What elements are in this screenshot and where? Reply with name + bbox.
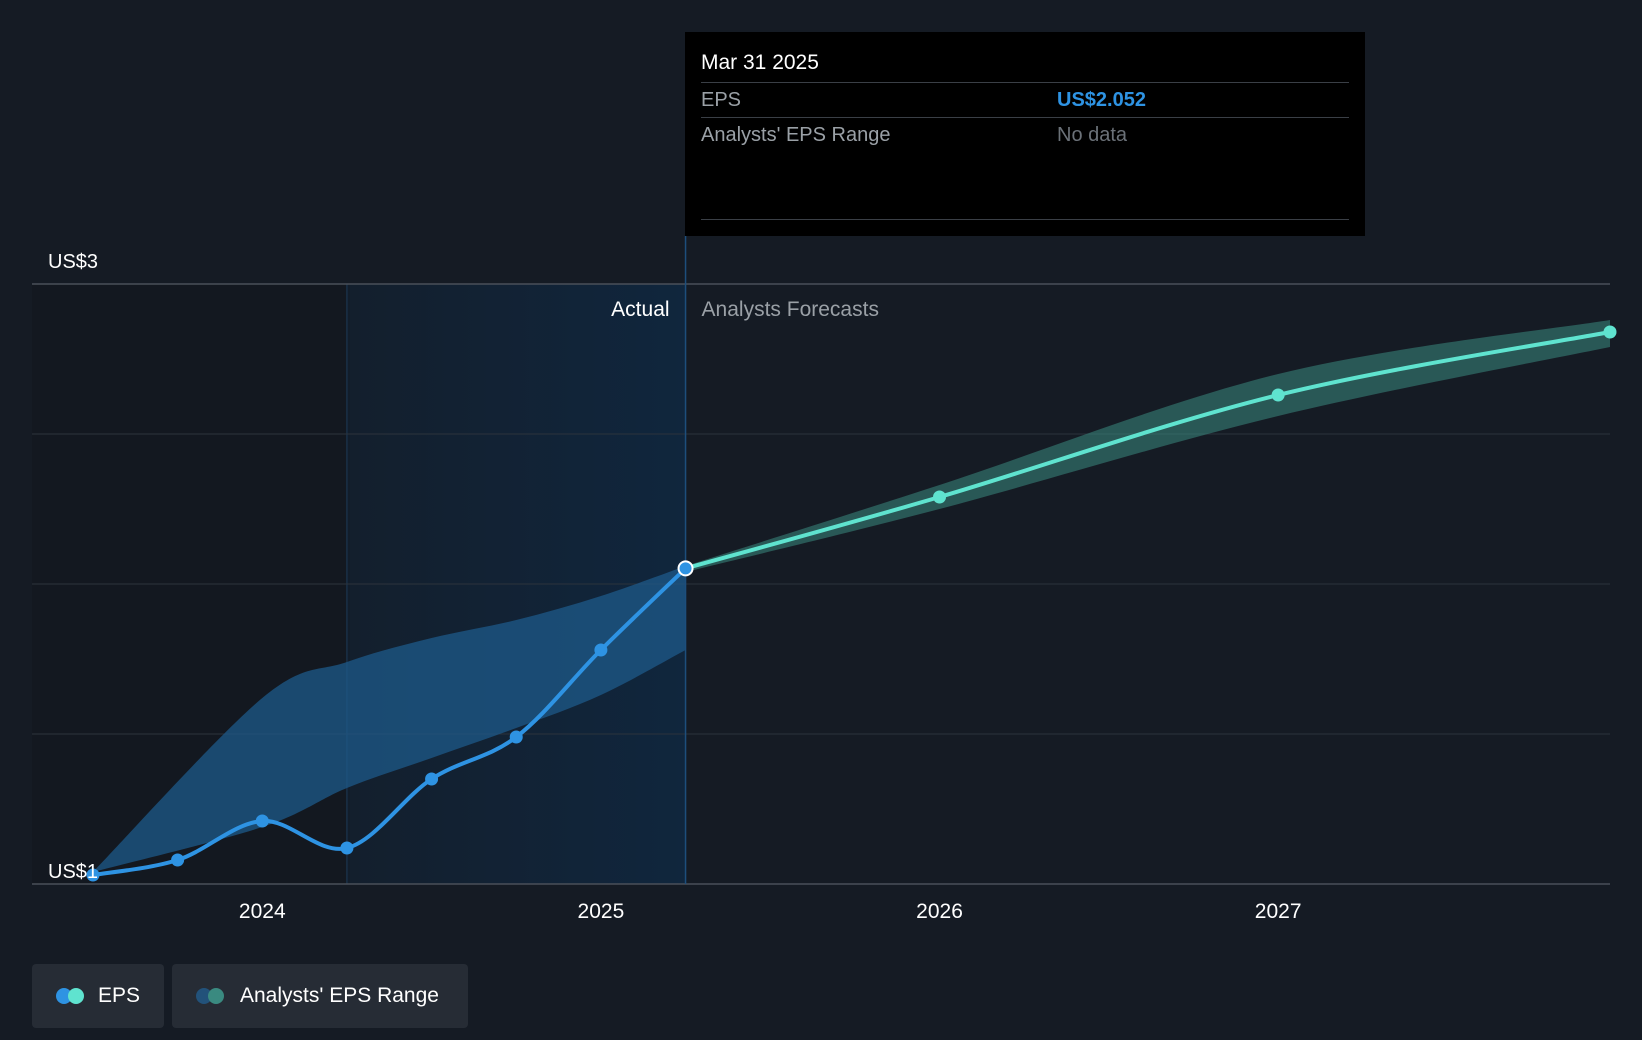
y-tick-label: US$1	[48, 861, 98, 883]
forecast-eps-point[interactable]	[933, 490, 947, 504]
eps-actual-line	[90, 566, 688, 877]
actual-eps-point[interactable]	[255, 814, 269, 828]
legend-label-eps: EPS	[97, 984, 140, 1007]
x-tick-label: 2024	[239, 900, 286, 923]
legend-item-eps[interactable]: EPS	[32, 964, 164, 1028]
tooltip-range-label: Analysts' EPS Range	[701, 124, 891, 146]
actual-eps-range-band	[92, 566, 686, 872]
eps-legend-icon	[56, 988, 84, 1004]
tooltip-row-eps: EPS US$2.052	[701, 83, 1349, 118]
tooltip-date: Mar 31 2025	[701, 32, 1349, 83]
forecast-eps-point[interactable]	[1271, 388, 1285, 402]
actual-eps-point[interactable]	[594, 643, 608, 657]
current-eps-point[interactable]	[677, 560, 694, 577]
hover-tooltip: Mar 31 2025 EPS US$2.052 Analysts' EPS R…	[685, 32, 1365, 236]
data-points	[86, 325, 1617, 882]
tooltip-eps-value: US$2.052	[1057, 89, 1146, 111]
x-tick-label: 2026	[916, 900, 963, 923]
tooltip-eps-label: EPS	[701, 89, 742, 111]
forecast-eps-range-band	[685, 320, 1610, 572]
tooltip-divider	[701, 219, 1349, 220]
legend-item-eps-range[interactable]: Analysts' EPS Range	[172, 964, 468, 1028]
tooltip-range-value: No data	[1057, 124, 1128, 146]
eps-forecast-line	[683, 330, 1612, 571]
actual-eps-point[interactable]	[340, 841, 354, 855]
actual-eps-point[interactable]	[171, 853, 185, 867]
forecast-eps-point[interactable]	[1603, 325, 1617, 339]
y-tick-label: US$3	[48, 251, 98, 273]
actual-eps-point[interactable]	[425, 772, 439, 786]
grid-lines	[32, 283, 1610, 885]
axis-labels: US$3 US$1 2024 2025 2026 2027 Actual Analysts F…	[48, 251, 1302, 923]
forecast-label: Analysts Forecasts	[702, 298, 879, 321]
actual-label: Actual	[611, 298, 669, 321]
x-tick-label: 2025	[578, 900, 625, 923]
tooltip-row-range: Analysts' EPS Range No data	[701, 118, 1349, 152]
eps-range-legend-icon	[196, 988, 226, 1004]
actual-eps-point[interactable]	[509, 730, 523, 744]
actual-eps-point[interactable]	[86, 868, 100, 882]
legend-label-eps-range: Analysts' EPS Range	[240, 984, 439, 1007]
x-tick-label: 2027	[1255, 900, 1302, 923]
